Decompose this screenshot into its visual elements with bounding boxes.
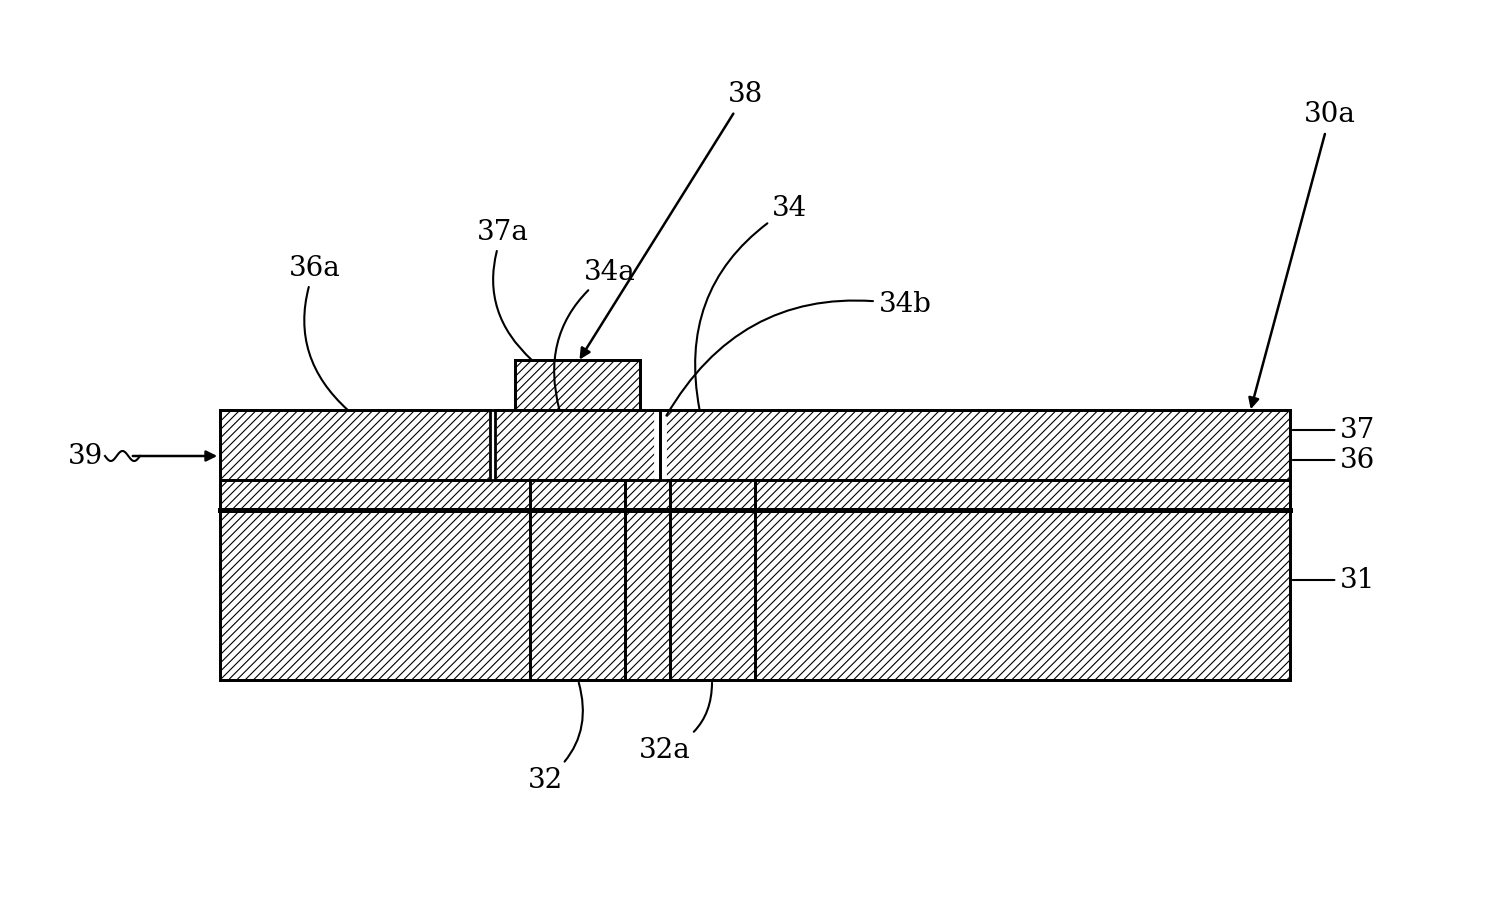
Bar — [220, 480, 1289, 680]
Text: 30a: 30a — [1249, 102, 1356, 407]
Bar — [670, 480, 755, 680]
Bar — [655, 410, 666, 480]
Bar — [515, 360, 640, 410]
Bar — [494, 410, 660, 480]
Text: 32: 32 — [527, 683, 582, 794]
Bar — [490, 410, 494, 480]
Text: 34a: 34a — [554, 259, 636, 409]
Bar — [660, 410, 1289, 480]
Text: 31: 31 — [1292, 566, 1376, 593]
Text: 34b: 34b — [667, 291, 932, 416]
Text: 32a: 32a — [639, 683, 712, 763]
Text: 37a: 37a — [476, 218, 532, 360]
Bar — [220, 410, 490, 480]
Text: 36a: 36a — [289, 254, 348, 410]
Text: 37: 37 — [1292, 417, 1376, 444]
Bar — [530, 480, 625, 680]
Text: 34: 34 — [695, 194, 807, 409]
Text: 38: 38 — [581, 81, 762, 358]
Text: 36: 36 — [1292, 446, 1376, 473]
Text: 39: 39 — [67, 443, 103, 469]
